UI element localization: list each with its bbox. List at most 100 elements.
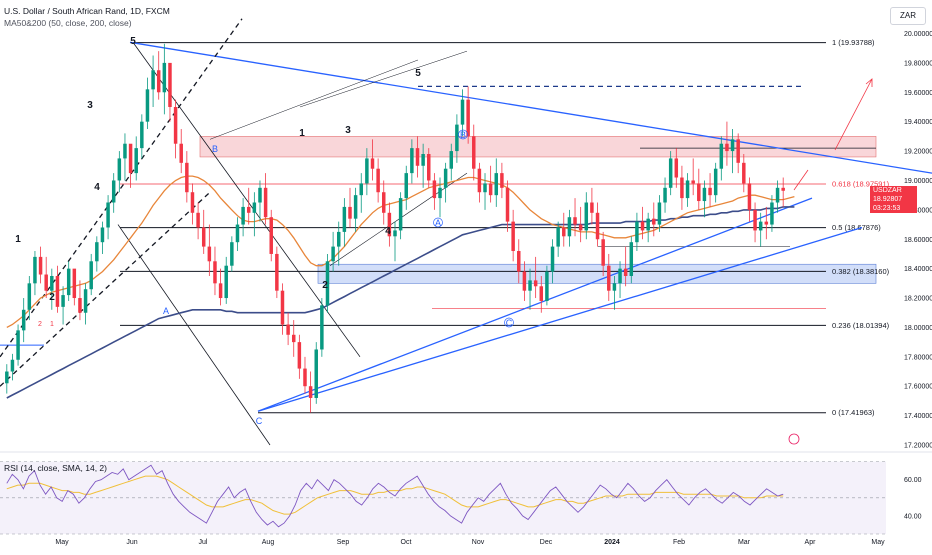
candle-body bbox=[505, 187, 510, 222]
candle-body bbox=[770, 202, 774, 225]
candle-body bbox=[5, 371, 9, 384]
x-axis-tick: 2024 bbox=[604, 539, 620, 546]
ma200-line bbox=[6, 206, 795, 399]
candle-body bbox=[393, 230, 397, 237]
candle-body bbox=[590, 202, 594, 213]
wave-circle bbox=[504, 317, 514, 328]
fib-level-label: 0.618 (18.97591) bbox=[832, 180, 890, 189]
wave-label: 4 bbox=[385, 226, 391, 237]
candle-body bbox=[500, 173, 504, 188]
x-axis-tick: Jul bbox=[199, 539, 208, 546]
candle-body bbox=[517, 251, 521, 272]
candle-body bbox=[224, 265, 228, 299]
wave-label: A bbox=[435, 218, 441, 228]
x-axis-tick: May bbox=[55, 539, 69, 546]
candle-body bbox=[359, 183, 363, 196]
candle-body bbox=[27, 283, 32, 310]
candle-body bbox=[241, 206, 245, 225]
candle-body bbox=[280, 290, 285, 325]
channel-line-b bbox=[117, 224, 271, 446]
wave-label: 1 bbox=[299, 128, 305, 139]
wave-label: 5 bbox=[130, 36, 136, 47]
candle-body bbox=[83, 289, 88, 313]
candle-body bbox=[719, 143, 724, 169]
candle-body bbox=[173, 106, 178, 144]
y-axis-tick: 19.60000 bbox=[904, 90, 932, 97]
currency-button[interactable]: ZAR bbox=[890, 7, 926, 25]
candle-body bbox=[494, 173, 499, 196]
candle-body bbox=[151, 70, 155, 90]
candle-body bbox=[230, 242, 234, 266]
support-zone bbox=[317, 263, 877, 284]
candle-body bbox=[376, 168, 380, 193]
candle-body bbox=[758, 221, 763, 231]
projection-arrow bbox=[834, 78, 873, 151]
candle-body bbox=[33, 256, 37, 284]
candle-body bbox=[415, 148, 420, 166]
candle-body bbox=[511, 221, 515, 252]
candle-body bbox=[432, 180, 437, 199]
y-axis-tick: 19.40000 bbox=[904, 119, 932, 126]
candle-body bbox=[365, 158, 369, 184]
y-axis-tick: 18.60000 bbox=[904, 237, 932, 244]
wave-label: 1 bbox=[50, 321, 54, 328]
wave-label: 1 bbox=[15, 234, 21, 245]
candle-body bbox=[539, 286, 544, 301]
candle-body bbox=[466, 99, 470, 137]
candle-body bbox=[528, 280, 532, 291]
candle-body bbox=[303, 368, 307, 387]
y-axis-tick: 19.00000 bbox=[904, 178, 932, 185]
candle-body bbox=[66, 268, 71, 296]
candle-body bbox=[691, 180, 695, 184]
x-axis-tick: Aug bbox=[262, 539, 275, 546]
candle-body bbox=[258, 187, 262, 203]
candle-body bbox=[573, 217, 577, 225]
candle-body bbox=[398, 198, 403, 231]
candle-body bbox=[162, 62, 167, 93]
wave-label: B bbox=[212, 144, 218, 154]
candle-body bbox=[353, 195, 358, 219]
y-axis-tick: 19.80000 bbox=[904, 60, 932, 67]
candle-body bbox=[685, 180, 690, 199]
candle-body bbox=[128, 143, 133, 174]
candle-body bbox=[410, 148, 414, 174]
candle-body bbox=[663, 187, 667, 203]
candle-body bbox=[640, 221, 645, 231]
candle-body bbox=[50, 275, 54, 291]
candle-body bbox=[387, 212, 392, 237]
candle-body bbox=[55, 275, 60, 307]
candle-body bbox=[607, 265, 611, 291]
candle-body bbox=[438, 187, 442, 199]
candle-body bbox=[320, 305, 324, 350]
fib-level-label: 0.236 (18.01394) bbox=[832, 321, 890, 330]
candle-body bbox=[747, 183, 752, 210]
candle-body bbox=[44, 274, 48, 291]
x-axis-tick: Sep bbox=[337, 539, 350, 546]
candle-body bbox=[533, 280, 538, 287]
fib-level-label: 0 (17.41963) bbox=[832, 408, 875, 417]
candle-body bbox=[140, 121, 144, 149]
candle-body bbox=[455, 124, 459, 152]
rsi-line bbox=[6, 464, 784, 528]
price-tag-countdown: 03:23:53 bbox=[870, 204, 917, 213]
wave-label: 4 bbox=[94, 182, 100, 193]
x-axis-tick: Mar bbox=[738, 539, 751, 546]
candle-body bbox=[196, 212, 200, 228]
wave-label: C bbox=[256, 416, 263, 426]
candle-body bbox=[618, 268, 622, 284]
resistance-zone bbox=[199, 136, 877, 158]
ascending-trendline-upper bbox=[257, 197, 813, 412]
y-axis-tick: 17.80000 bbox=[904, 354, 932, 361]
candle-body bbox=[145, 89, 150, 122]
candle-body bbox=[185, 162, 189, 193]
candle-body bbox=[556, 227, 560, 247]
candle-body bbox=[652, 218, 656, 225]
candle-body bbox=[190, 192, 195, 213]
candle-body bbox=[308, 386, 313, 398]
candle-body bbox=[218, 283, 223, 299]
candle-body bbox=[348, 206, 352, 219]
candle-body bbox=[601, 239, 605, 266]
candle-body bbox=[708, 187, 712, 196]
